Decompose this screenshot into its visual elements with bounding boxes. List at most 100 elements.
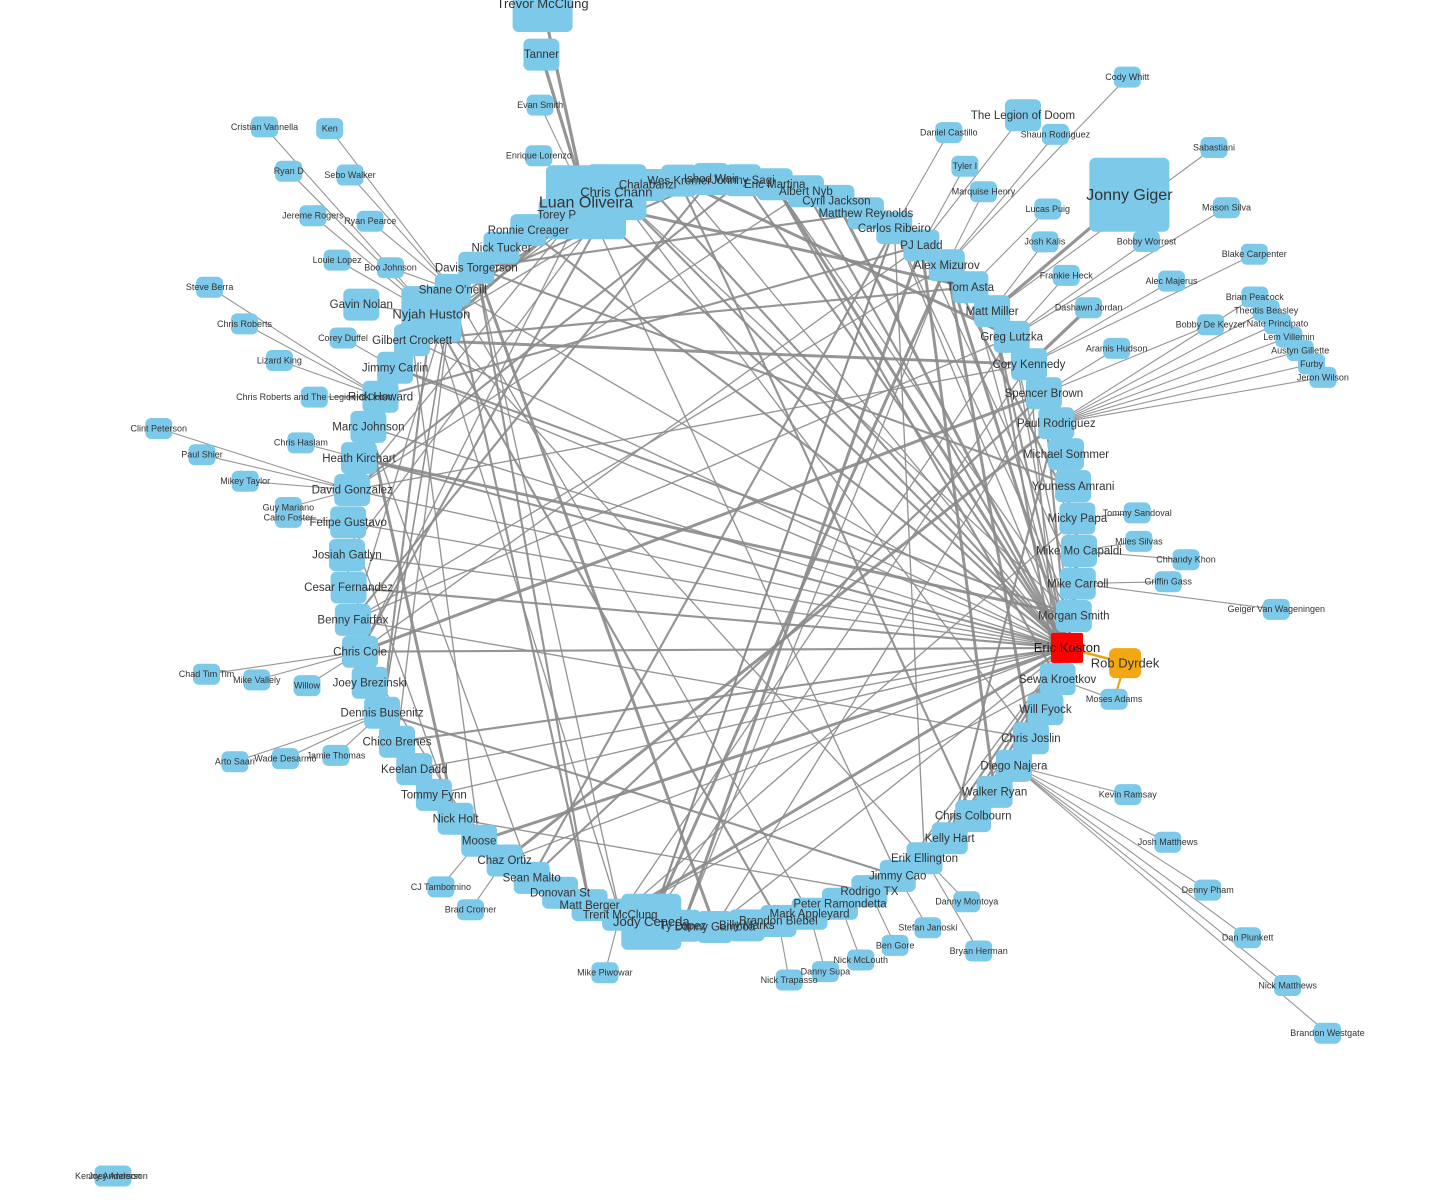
svg-text:Aramis Hudson: Aramis Hudson xyxy=(1086,343,1148,353)
svg-text:Gilbert Crockett: Gilbert Crockett xyxy=(372,335,453,347)
svg-text:Mikey Taylor: Mikey Taylor xyxy=(220,476,270,486)
svg-text:Jereme Rogers: Jereme Rogers xyxy=(282,211,344,221)
svg-text:Chris Cole: Chris Cole xyxy=(333,646,387,658)
svg-text:Youness Amrani: Youness Amrani xyxy=(1032,481,1115,493)
svg-text:Guy Mariano: Guy Mariano xyxy=(263,502,315,512)
svg-text:Keelan Dadd: Keelan Dadd xyxy=(381,764,448,776)
svg-text:Bobby De Keyzer: Bobby De Keyzer xyxy=(1176,320,1246,330)
svg-text:Kelly Hart: Kelly Hart xyxy=(925,833,976,845)
svg-text:Mike Vallely: Mike Vallely xyxy=(233,675,281,685)
svg-text:Ken: Ken xyxy=(322,124,338,134)
svg-text:Carlos Ribeiro: Carlos Ribeiro xyxy=(858,223,931,235)
svg-text:Geiger Van Wageningen: Geiger Van Wageningen xyxy=(1228,604,1326,614)
svg-text:Matt Berger: Matt Berger xyxy=(560,900,620,912)
svg-text:Eric Koston: Eric Koston xyxy=(1034,640,1100,655)
svg-text:Chhandy Khon: Chhandy Khon xyxy=(1156,555,1216,565)
svg-text:Tommy Fynn: Tommy Fynn xyxy=(401,790,467,802)
svg-text:Lizard King: Lizard King xyxy=(257,355,302,365)
svg-text:Arto Saari: Arto Saari xyxy=(215,757,255,767)
svg-text:Willow: Willow xyxy=(294,680,320,690)
svg-text:Danny Montoya: Danny Montoya xyxy=(935,897,998,907)
svg-text:David Gonzalez: David Gonzalez xyxy=(312,485,393,497)
svg-text:Boo Johnson: Boo Johnson xyxy=(364,263,417,273)
svg-text:Moose: Moose xyxy=(462,835,497,847)
svg-text:Chaz Ortiz: Chaz Ortiz xyxy=(477,855,532,867)
svg-text:Sebo Walker: Sebo Walker xyxy=(324,170,375,180)
svg-text:Nick Holt: Nick Holt xyxy=(433,814,480,826)
svg-text:Rob Dyrdek: Rob Dyrdek xyxy=(1091,655,1160,670)
svg-text:Felipe Gustavo: Felipe Gustavo xyxy=(310,517,387,529)
svg-text:Cairo Foster: Cairo Foster xyxy=(264,512,314,522)
svg-text:Frankie Heck: Frankie Heck xyxy=(1040,270,1094,280)
svg-text:Jeron Wilson: Jeron Wilson xyxy=(1297,372,1349,382)
svg-text:Erik Ellington: Erik Ellington xyxy=(891,853,958,865)
svg-text:Bryan Herman: Bryan Herman xyxy=(950,946,1008,956)
svg-text:Sewa Kroetkov: Sewa Kroetkov xyxy=(1019,674,1097,686)
svg-text:Josiah Gatlyn: Josiah Gatlyn xyxy=(312,550,382,562)
svg-text:Tommy Sandoval: Tommy Sandoval xyxy=(1103,508,1172,518)
svg-text:Tyler I: Tyler I xyxy=(953,161,978,171)
svg-text:CJ Tambornino: CJ Tambornino xyxy=(411,882,471,892)
svg-text:Benny Fairfax: Benny Fairfax xyxy=(317,615,388,627)
svg-text:Josh Matthews: Josh Matthews xyxy=(1138,837,1199,847)
svg-text:Miles Silvas: Miles Silvas xyxy=(1115,536,1163,546)
svg-text:Nate Principato: Nate Principato xyxy=(1247,319,1309,329)
svg-text:Donovan St: Donovan St xyxy=(530,888,591,900)
svg-text:Michael Sommer: Michael Sommer xyxy=(1023,449,1109,461)
svg-text:Gavin Nolan: Gavin Nolan xyxy=(330,299,393,311)
svg-text:Nick Tucker: Nick Tucker xyxy=(471,242,531,254)
svg-text:Clint Peterson: Clint Peterson xyxy=(131,423,188,433)
svg-text:Micky Papa: Micky Papa xyxy=(1048,513,1108,525)
svg-text:Cory Kennedy: Cory Kennedy xyxy=(993,359,1066,371)
svg-text:Austyn Gillette: Austyn Gillette xyxy=(1271,346,1329,356)
svg-text:Paul Shier: Paul Shier xyxy=(181,450,223,460)
svg-text:Paul Rodriguez: Paul Rodriguez xyxy=(1017,418,1096,430)
svg-text:Nick McLouth: Nick McLouth xyxy=(834,955,889,965)
svg-text:Dennis Busenitz: Dennis Busenitz xyxy=(341,708,424,720)
svg-text:PJ Ladd: PJ Ladd xyxy=(900,240,942,252)
svg-text:Marc Johnson: Marc Johnson xyxy=(332,422,404,434)
svg-text:Marquise Henry: Marquise Henry xyxy=(952,187,1016,197)
svg-text:Greg Lutzka: Greg Lutzka xyxy=(980,332,1043,344)
svg-text:Corey Duffel: Corey Duffel xyxy=(318,333,368,343)
svg-text:Joey Brezinski: Joey Brezinski xyxy=(333,677,407,689)
svg-text:Heath Kirchart: Heath Kirchart xyxy=(322,453,396,465)
svg-text:Brian Peacock: Brian Peacock xyxy=(1226,292,1285,302)
svg-text:Nyjah Huston: Nyjah Huston xyxy=(392,306,470,321)
svg-text:Jonny Giger: Jonny Giger xyxy=(1086,187,1173,204)
svg-text:Davis Torgerson: Davis Torgerson xyxy=(435,262,518,274)
svg-text:Morgan Smith: Morgan Smith xyxy=(1038,611,1110,623)
svg-text:Chris Colbourn: Chris Colbourn xyxy=(935,811,1012,823)
svg-text:Stefan Janoski: Stefan Janoski xyxy=(898,923,957,933)
svg-text:Dan Plunkett: Dan Plunkett xyxy=(1222,933,1274,943)
svg-text:The Legion of Doom: The Legion of Doom xyxy=(971,110,1075,122)
svg-text:Griffin Gass: Griffin Gass xyxy=(1145,577,1193,587)
svg-text:Sabastiani: Sabastiani xyxy=(1193,142,1235,152)
svg-text:Tom Asta: Tom Asta xyxy=(947,282,995,294)
svg-text:Cyril Jackson: Cyril Jackson xyxy=(802,196,870,208)
svg-text:Chico Brenes: Chico Brenes xyxy=(362,736,431,748)
svg-text:Tanner: Tanner xyxy=(524,49,559,61)
svg-text:Alec Majerus: Alec Majerus xyxy=(1145,276,1198,286)
svg-text:Blake Carpenter: Blake Carpenter xyxy=(1222,249,1287,259)
svg-text:Jimmy Carlin: Jimmy Carlin xyxy=(362,362,428,374)
svg-text:Mike Carroll: Mike Carroll xyxy=(1047,578,1108,590)
svg-text:Brandon Westgate: Brandon Westgate xyxy=(1290,1028,1364,1038)
svg-text:Bobby Worrest: Bobby Worrest xyxy=(1117,236,1177,246)
svg-text:Diego Najera: Diego Najera xyxy=(980,761,1048,773)
svg-text:Jimmy Cao: Jimmy Cao xyxy=(869,871,927,883)
svg-text:Chris Joslin: Chris Joslin xyxy=(1001,733,1060,745)
svg-text:Steve Berra: Steve Berra xyxy=(186,282,234,292)
svg-text:Will Fyock: Will Fyock xyxy=(1019,704,1072,716)
svg-text:Shane O'neill: Shane O'neill xyxy=(419,285,487,297)
svg-text:Mike Piwowar: Mike Piwowar xyxy=(577,968,633,978)
svg-text:Matthew Reynolds: Matthew Reynolds xyxy=(819,208,914,220)
svg-text:Ty Lopez: Ty Lopez xyxy=(660,920,707,932)
svg-text:Mason Silva: Mason Silva xyxy=(1202,203,1251,213)
svg-text:Ryan Pearce: Ryan Pearce xyxy=(344,216,396,226)
svg-text:Ben Gore: Ben Gore xyxy=(876,940,915,950)
svg-text:Lem Villemin: Lem Villemin xyxy=(1263,332,1314,342)
svg-text:Chris Roberts: Chris Roberts xyxy=(217,319,273,329)
svg-text:Nick Matthews: Nick Matthews xyxy=(1258,980,1317,990)
svg-text:Trevor McClung: Trevor McClung xyxy=(497,0,589,11)
